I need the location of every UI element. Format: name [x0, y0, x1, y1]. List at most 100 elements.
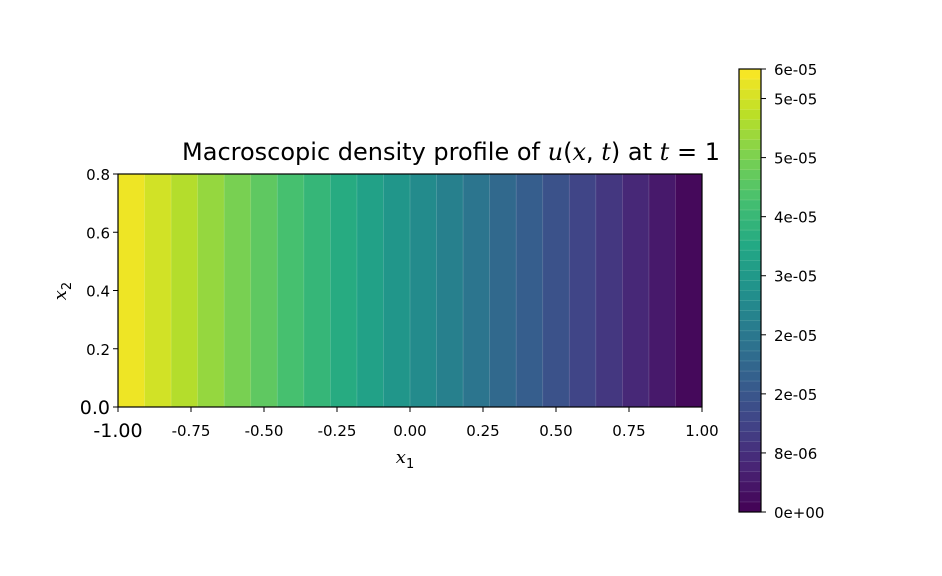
colorbar-band — [739, 189, 761, 201]
colorbar-band — [739, 290, 761, 301]
colorbar-band — [739, 129, 761, 140]
colorbar-band — [739, 391, 761, 402]
title-arg2: t — [601, 138, 611, 166]
heatmap-band — [118, 174, 145, 407]
colorbar-band — [739, 461, 761, 473]
colorbar-band — [739, 381, 761, 392]
colorbar-band — [739, 350, 761, 362]
colorbar-band — [739, 159, 761, 171]
colorbar-band — [739, 230, 761, 241]
x-axis: -1.00 -0.75 -0.50 -0.25 0.00 0.25 0.50 0.75 1.00 — [93, 407, 719, 442]
heatmap-band — [356, 174, 384, 407]
x-axis-label: x1 — [396, 447, 414, 472]
x-tick-label: -0.50 — [245, 422, 284, 440]
colorbar-band — [739, 491, 761, 503]
colorbar-band — [739, 300, 761, 312]
colorbar-band — [739, 411, 761, 422]
y-tick-label: 0.0 — [80, 397, 110, 419]
y-axis-label: x2 — [50, 282, 75, 300]
heatmap-band — [516, 174, 544, 407]
heatmap-band — [648, 174, 676, 407]
colorbar-band — [739, 330, 761, 342]
heatmap-band — [569, 174, 597, 407]
y-axis: 0.0 0.2 0.4 0.6 0.8 — [80, 166, 118, 419]
heatmap-band — [383, 174, 411, 407]
x-tick-label: 1.00 — [685, 422, 718, 440]
colorbar-band — [739, 481, 761, 493]
colorbar-band — [739, 471, 761, 483]
heatmap-band — [171, 174, 199, 407]
colorbar-band — [739, 441, 761, 452]
colorbar-tick-label: 4e-05 — [774, 209, 817, 227]
colorbar-band — [739, 421, 761, 432]
x-axis-label-var: x — [396, 447, 406, 468]
title-prefix: Macroscopic density profile of — [182, 138, 548, 166]
x-tick-label: -0.75 — [172, 422, 211, 440]
colorbar-band — [739, 371, 761, 382]
colorbar-band — [739, 360, 761, 372]
colorbar-tick-label: 8e-06 — [774, 445, 817, 463]
colorbar-band — [739, 149, 761, 161]
heatmap-band — [463, 174, 491, 407]
colorbar-band — [739, 209, 761, 221]
colorbar-frame — [738, 68, 762, 513]
colorbar-axis: 0e+00 8e-06 2e-05 2e-05 3e-05 4e-05 5e-05 5e-05… — [761, 61, 824, 522]
title-eq: = 1 — [669, 138, 720, 166]
heatmap-band — [144, 174, 172, 407]
colorbar-band — [739, 320, 761, 332]
y-tick-label: 0.8 — [86, 166, 110, 184]
colorbar-tick-label: 3e-05 — [774, 268, 817, 286]
x-tick-label: 0.00 — [393, 422, 426, 440]
colorbar-band — [739, 250, 761, 261]
colorbar-band — [739, 220, 761, 231]
colorbar-band — [739, 501, 761, 513]
heatmap-band — [622, 174, 650, 407]
colorbar-band — [739, 240, 761, 251]
title-arg1: x — [572, 138, 586, 166]
y-axis-label-var: x — [50, 290, 71, 300]
heatmap-band — [489, 174, 517, 407]
title-mid: at — [620, 138, 659, 166]
x-tick-label: 0.50 — [539, 422, 572, 440]
colorbar-band — [739, 280, 761, 291]
title-comma: , — [586, 138, 601, 166]
heatmap-band — [330, 174, 358, 407]
heatmap-band — [303, 174, 331, 407]
colorbar-band — [739, 119, 761, 130]
colorbar-band — [739, 169, 761, 181]
colorbar-band — [739, 310, 761, 322]
colorbar-tick-label: 6e-05 — [774, 61, 817, 79]
y-axis-label-sub: 2 — [60, 282, 75, 290]
heatmap-band — [197, 174, 225, 407]
heatmap-bands — [118, 174, 703, 407]
heatmap-band — [675, 174, 703, 407]
x-tick-label: 0.75 — [612, 422, 645, 440]
chart-title: Macroscopic density profile of u(x, t) a… — [182, 138, 720, 166]
colorbar-tick-label: 5e-05 — [774, 150, 817, 168]
title-func: u — [548, 138, 563, 166]
x-tick-label: -0.25 — [318, 422, 357, 440]
colorbar-band — [739, 69, 761, 80]
colorbar-band — [739, 451, 761, 463]
colorbar-band — [739, 199, 761, 211]
heatmap-band — [277, 174, 305, 407]
colorbar-band — [739, 99, 761, 110]
y-tick-label: 0.4 — [86, 283, 110, 301]
colorbar-band — [739, 89, 761, 100]
y-tick-label: 0.6 — [86, 224, 110, 242]
colorbar-tick-label: 2e-05 — [774, 386, 817, 404]
colorbar-band — [739, 79, 761, 90]
colorbar-bands — [739, 69, 761, 513]
heatmap-band — [224, 174, 252, 407]
colorbar-band — [739, 139, 761, 150]
x-axis-label-sub: 1 — [406, 457, 414, 472]
x-tick-label: -1.00 — [93, 420, 142, 442]
colorbar-band — [739, 109, 761, 120]
colorbar-tick-label: 5e-05 — [774, 91, 817, 109]
heatmap-band — [542, 174, 570, 407]
colorbar-tick-label: 2e-05 — [774, 327, 817, 345]
colorbar-tick-label: 0e+00 — [774, 504, 824, 522]
colorbar-band — [739, 179, 761, 191]
colorbar-band — [739, 260, 761, 271]
